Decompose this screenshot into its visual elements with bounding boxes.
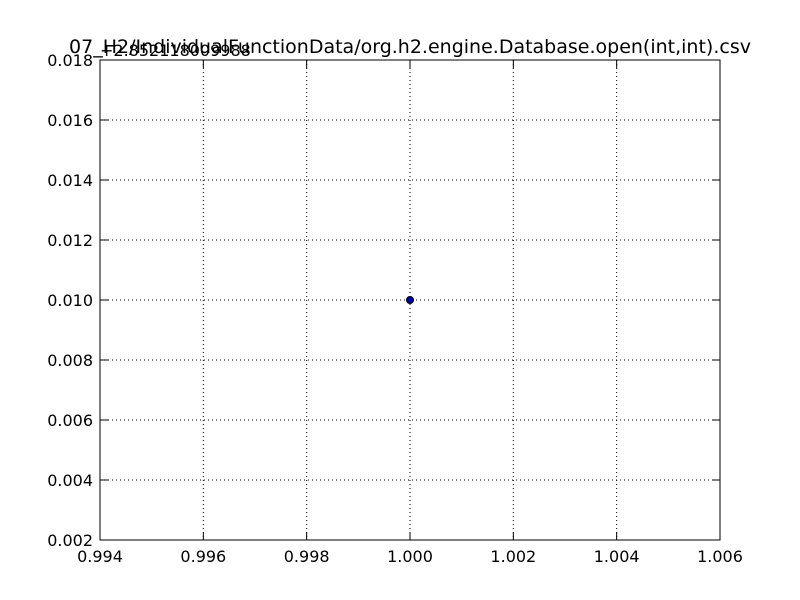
y-axis-offset-label: +2.852118009988 (100, 41, 251, 60)
y-tick-label: 0.010 (47, 291, 93, 310)
chart-title: 07_H2/IndividualFunctionData/org.h2.engi… (69, 36, 751, 58)
y-tick-label: 0.002 (47, 531, 93, 550)
data-points (406, 296, 414, 304)
y-tick-label: 0.008 (47, 351, 93, 370)
x-tick-label: 0.998 (284, 547, 330, 566)
axis-ticks (99, 59, 721, 541)
x-tick-label: 1.000 (387, 547, 433, 566)
x-tick-label: 1.006 (697, 547, 743, 566)
y-tick-label: 0.006 (47, 411, 93, 430)
y-tick-label: 0.012 (47, 231, 93, 250)
x-tick-label: 0.994 (77, 547, 123, 566)
y-tick-label: 0.016 (47, 111, 93, 130)
x-tick-labels: 0.994 0.996 0.998 1.000 1.002 1.004 1.006 (77, 547, 743, 566)
scatter-point (406, 296, 414, 304)
y-tick-label: 0.004 (47, 471, 93, 490)
y-tick-label: 0.014 (47, 171, 93, 190)
x-tick-label: 0.996 (180, 547, 226, 566)
x-tick-label: 1.002 (490, 547, 536, 566)
y-tick-label: 0.018 (47, 51, 93, 70)
y-tick-labels: 0.002 0.004 0.006 0.008 0.010 0.012 0.014 0.016… (47, 51, 93, 550)
x-tick-label: 1.004 (594, 547, 640, 566)
